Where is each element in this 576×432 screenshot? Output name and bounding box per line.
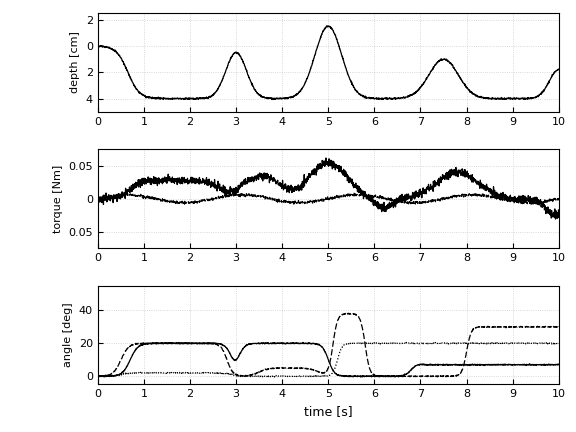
Y-axis label: torque [Nm]: torque [Nm] — [53, 165, 63, 233]
Y-axis label: angle [deg]: angle [deg] — [63, 303, 73, 367]
Y-axis label: depth [cm]: depth [cm] — [70, 32, 81, 93]
X-axis label: time [s]: time [s] — [304, 405, 353, 418]
